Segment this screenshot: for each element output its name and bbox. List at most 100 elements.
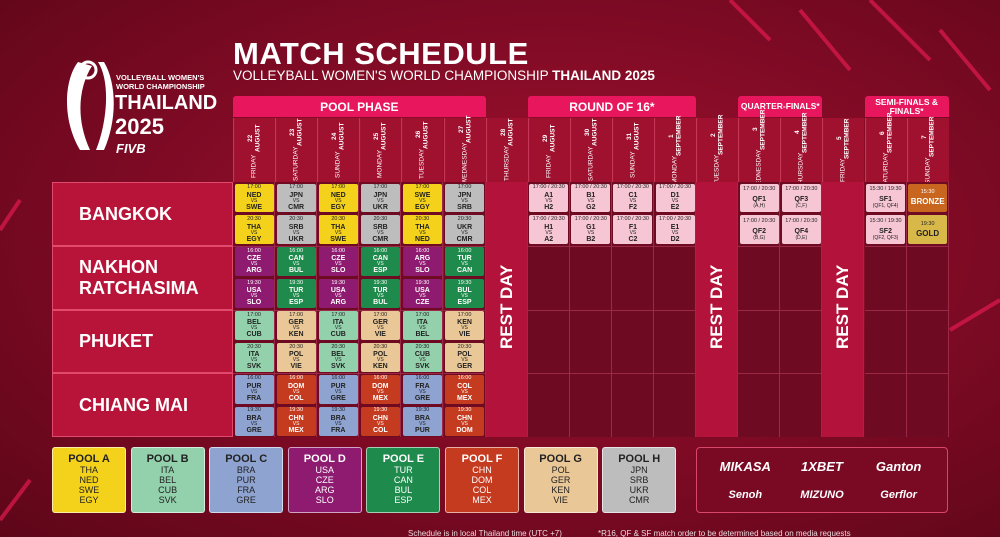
pool-team: ARG xyxy=(315,484,335,495)
rest-day: REST DAY xyxy=(496,264,516,350)
city-cell: CHIANG MAI xyxy=(52,373,233,437)
date-header: THURSDAY 28 AUGUST xyxy=(485,118,528,182)
match-time: 16:00 xyxy=(331,247,346,254)
row-line xyxy=(569,309,612,311)
team: ARG xyxy=(330,299,347,307)
match-cell: 20:30 SRB VS UKR xyxy=(276,215,316,245)
match-time: 19:30 xyxy=(373,279,388,286)
match-cell: 19:30 CHN VS DOM xyxy=(445,406,485,436)
row-line xyxy=(359,245,402,247)
match-time: 17:00 / 20:30 xyxy=(532,216,565,223)
pool-box: POOL A THA NED SWE EGY xyxy=(52,447,126,513)
vs: VS xyxy=(292,325,300,332)
team: BUL xyxy=(373,299,388,307)
match-time: 19:30 xyxy=(331,407,346,414)
pool-box: POOL E TUR CAN BUL ESP xyxy=(366,447,441,513)
pool-team: KEN xyxy=(551,484,570,495)
vs: VS xyxy=(292,420,300,427)
match-cell: 17:00 / 20:30 G1 VS B2 xyxy=(571,215,611,245)
match-cell: 17:00 KEN VS VIE xyxy=(445,311,485,340)
match-cell: 19:30 TUR VS BUL xyxy=(360,279,400,308)
row-line xyxy=(275,373,318,375)
team: CZE xyxy=(331,255,346,263)
match-code: SF2 xyxy=(879,227,892,235)
match-cell: 17:00 NED VS EGY xyxy=(318,183,358,213)
date: 25 AUGUST xyxy=(373,122,388,150)
team: GER xyxy=(372,319,388,327)
match-time: 17:00 / 20:30 xyxy=(616,216,649,223)
team: CHN xyxy=(456,414,473,422)
team: UKR xyxy=(456,223,473,231)
match-cell: 17:00 ITA VS CUB xyxy=(318,311,358,340)
team: D2 xyxy=(670,235,680,243)
vs: VS xyxy=(377,325,384,332)
weekday: FRIDAY xyxy=(840,158,848,182)
match-time: 17:00 xyxy=(331,184,346,191)
vs: VS xyxy=(377,261,384,268)
match-time: 20:30 xyxy=(373,216,388,223)
team: F1 xyxy=(628,223,638,231)
team: COL xyxy=(288,394,304,402)
logo-text: VOLLEYBALL WOMEN'S xyxy=(116,73,205,82)
team: NED xyxy=(330,191,346,199)
vs: VS xyxy=(334,229,342,236)
date-header: THURSDAY 4 SEPTEMBER xyxy=(780,112,823,188)
team: A1 xyxy=(544,191,554,199)
pool-box: POOL D USA CZE ARG SLO xyxy=(287,447,362,513)
match-time: 19:30 xyxy=(289,407,304,414)
match-time: 19:30 xyxy=(331,279,346,286)
match-time: 17:00 / 20:30 xyxy=(785,186,818,193)
date-header: SUNDAY 24 AUGUST xyxy=(317,118,360,182)
city-name: CHIANG MAI xyxy=(79,394,188,415)
match-time: 16:00 xyxy=(457,375,472,382)
row-line xyxy=(738,245,781,247)
pool-box: POOL G POL GER KEN VIE xyxy=(523,447,598,513)
row-line xyxy=(401,309,444,311)
match-time: 19:30 xyxy=(247,407,261,414)
team: USA xyxy=(330,287,346,295)
team: CAN xyxy=(288,255,304,263)
match-time: 16:00 xyxy=(247,247,261,254)
weekday: THURSDAY xyxy=(503,146,511,182)
date-header: WEDNESDAY 3 SEPTEMBER xyxy=(738,109,781,191)
team: E2 xyxy=(670,203,680,211)
match-cell: 17:00 / 20:30 A1 VS H2 xyxy=(529,183,569,213)
match-cell: 15:30 BRONZE xyxy=(908,183,948,213)
vs: VS xyxy=(334,357,342,364)
date: 26 AUGUST xyxy=(415,121,430,149)
team: NED xyxy=(246,191,262,199)
pool-team: USA xyxy=(315,465,335,476)
row-line xyxy=(317,309,360,311)
match-time: 20:30 xyxy=(331,216,346,223)
date: 27 AUGUST xyxy=(457,115,473,144)
pool-team: THA xyxy=(80,465,98,476)
logo-text: 2025 xyxy=(115,114,164,139)
match-cell: 19:30 GOLD xyxy=(908,215,948,245)
team: ARG xyxy=(414,255,431,263)
match-time: 17:00 / 20:30 xyxy=(743,218,776,225)
sponsor-logo: MIZUNO xyxy=(800,488,844,501)
team: SLO xyxy=(246,299,262,307)
match-note: (A,H) xyxy=(753,202,766,209)
match-time: 16:00 xyxy=(289,247,304,254)
match-cell: 17:00 / 20:30 QF1 (A,H) xyxy=(739,183,779,213)
match-time: 17:00 / 20:30 xyxy=(574,184,607,191)
team: B2 xyxy=(586,235,596,243)
match-cell: 20:30 THA VS SWE xyxy=(318,215,358,245)
team: TUR xyxy=(288,287,304,295)
match-code: QF1 xyxy=(752,195,767,203)
match-time: 16:00 xyxy=(331,375,346,382)
vs: VS xyxy=(419,197,426,204)
team: CHN xyxy=(372,414,388,422)
weekday: TUESDAY xyxy=(713,155,721,186)
pool-name: POOL B xyxy=(146,453,189,465)
match-time: 19:30 xyxy=(373,407,388,414)
pool-team: JPN xyxy=(630,465,648,476)
team: CUB xyxy=(246,331,262,339)
vs: VS xyxy=(292,197,300,204)
date: 4 SEPTEMBER xyxy=(794,112,809,153)
team: ITA xyxy=(417,319,428,327)
pool-team: POL xyxy=(551,465,570,476)
